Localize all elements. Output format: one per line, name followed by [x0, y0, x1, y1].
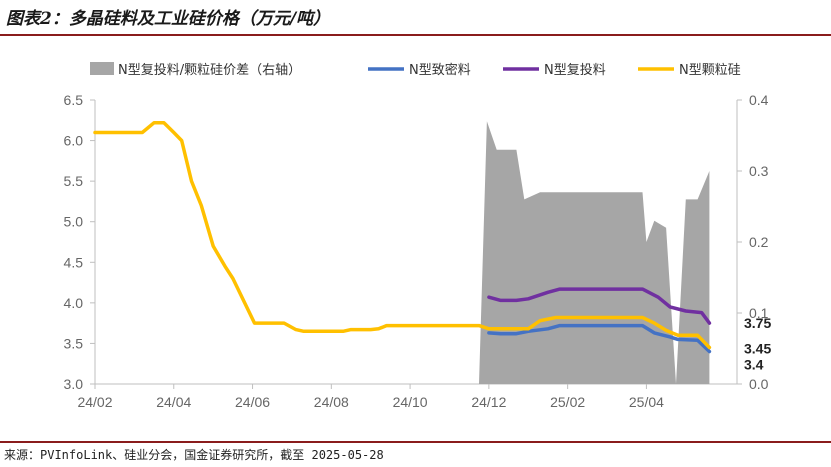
legend: N型复投料/颗粒硅价差（右轴） N型致密料 N型复投料 N型颗粒硅 — [90, 62, 741, 78]
x-tick-label: 24/02 — [77, 394, 112, 410]
end-label: 3.4 — [744, 357, 764, 373]
y-left-tick-label: 6.0 — [64, 133, 84, 149]
y-right-tick-label: 0.3 — [749, 163, 769, 179]
series-recharge-line — [487, 287, 712, 325]
x-tick-label: 25/04 — [629, 394, 664, 410]
y-left-tick-label: 3.5 — [64, 335, 84, 351]
legend-label-dense: N型致密料 — [409, 62, 471, 78]
y-right-tick-label: 0.1 — [749, 305, 769, 321]
y-left-tick-label: 6.5 — [64, 92, 84, 108]
y-left-tick-label: 4.5 — [64, 254, 84, 270]
plot-area — [93, 120, 712, 385]
x-tick-label: 24/04 — [156, 394, 191, 410]
chart-title: 图表2：多晶硅料及工业硅价格（万元/吨） — [6, 9, 331, 29]
y-right-tick-label: 0.4 — [749, 92, 769, 108]
x-tick-label: 24/06 — [235, 394, 270, 410]
y-left-tick-label: 4.0 — [64, 295, 84, 311]
y-left-tick-label: 3.0 — [64, 376, 84, 392]
end-labels: 3.75 3.453.4 — [744, 315, 771, 372]
axes: 3.0 3.5 4.0 4.5 5.0 5.5 6.0 6.5 0.0 0.1 0.2 0.3 0.4 2… — [64, 92, 769, 410]
legend-label-granular: N型颗粒硅 — [679, 63, 741, 78]
x-tick-label: 24/10 — [393, 394, 428, 410]
end-label: 3.45 — [744, 340, 771, 356]
y-right-tick-label: 0.2 — [749, 234, 769, 250]
x-tick-label: 25/02 — [550, 394, 585, 410]
series-granular-line — [93, 120, 712, 350]
series-dense-line — [487, 323, 712, 354]
footer-rule — [0, 441, 831, 443]
source-note: 来源：PVInfoLink、硅业分会，国金证券研究所，截至 2025-05-28 — [4, 448, 384, 462]
x-tick-label: 24/12 — [471, 394, 506, 410]
chart-svg: N型复投料/颗粒硅价差（右轴） N型致密料 N型复投料 N型颗粒硅 3.0 3.5… — [64, 62, 771, 410]
legend-label-spread: N型复投料/颗粒硅价差（右轴） — [118, 62, 301, 78]
y-left-tick-label: 5.5 — [64, 173, 84, 189]
y-left-tick-label: 5.0 — [64, 214, 84, 230]
x-tick-label: 24/08 — [314, 394, 349, 410]
y-right-tick-label: 0.0 — [749, 376, 769, 392]
legend-swatch-spread — [90, 62, 114, 75]
series-spread-area — [479, 121, 710, 385]
end-label: 3.75 — [744, 315, 771, 331]
legend-label-recharge: N型复投料 — [544, 62, 606, 78]
title-rule — [0, 34, 831, 36]
